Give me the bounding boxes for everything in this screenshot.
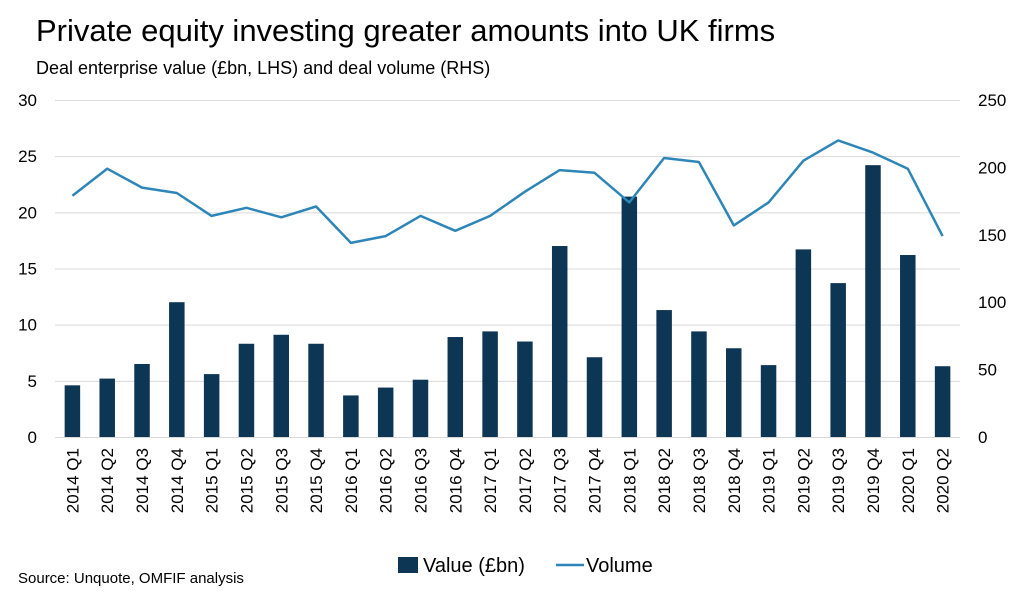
value-bar [308,343,324,437]
value-bar [760,365,777,437]
x-axis: 2014 Q1 2014 Q2 2014 Q3 2014 Q4 2015 Q1 2015 … [63,448,952,513]
value-bar [447,337,464,437]
x-tick-label: 2015 Q3 [272,448,291,513]
x-tick-label: 2017 Q1 [481,448,500,513]
x-tick-label: 2017 Q3 [551,448,570,513]
x-tick-label: 2019 Q2 [794,448,813,513]
x-tick-label: 2018 Q4 [725,448,744,513]
right-tick-label: 100 [978,293,1006,312]
x-tick-label: 2016 Q3 [411,448,430,513]
value-bar [934,366,951,437]
value-bar [482,331,498,437]
legend-label-value: Value (£bn) [423,555,525,577]
value-bar [621,196,638,437]
value-bar [830,283,846,437]
legend-label-volume: Volume [586,555,653,577]
right-tick-label: 0 [978,428,987,447]
x-tick-label: 2015 Q4 [307,448,326,513]
left-tick-label: 15 [18,260,37,279]
value-bar [865,165,881,438]
value-bar [99,378,115,437]
value-bars [64,165,951,438]
value-bar [64,385,81,437]
x-tick-label: 2018 Q1 [620,448,639,513]
right-tick-label: 50 [978,361,997,380]
value-bar [726,348,742,437]
right-tick-label: 250 [978,91,1006,110]
value-bar [238,343,255,437]
gridlines [55,100,960,382]
x-tick-label: 2018 Q3 [690,448,709,513]
x-tick-label: 2017 Q4 [586,448,605,513]
x-tick-label: 2016 Q4 [446,448,465,513]
right-tick-label: 150 [978,226,1006,245]
legend-swatch-value [398,557,418,573]
value-bar [343,395,359,437]
left-tick-label: 30 [18,91,37,110]
left-tick-label: 10 [18,316,37,335]
left-axis: 0 5 10 15 20 25 30 [18,91,37,447]
x-tick-label: 2017 Q2 [516,448,535,513]
right-tick-label: 200 [978,158,1006,177]
x-tick-label: 2016 Q1 [342,448,361,513]
x-tick-label: 2019 Q3 [829,448,848,513]
volume-line [71,139,944,245]
value-bar [134,363,150,437]
value-bar [169,302,185,437]
value-bar [900,255,916,437]
value-bar [412,379,429,437]
value-bar [656,310,672,437]
x-tick-label: 2015 Q1 [203,448,222,513]
value-bar [377,387,394,437]
x-tick-label: 2016 Q2 [377,448,396,513]
chart-source: Source: Unquote, OMFIF analysis [18,570,244,587]
x-tick-label: 2015 Q2 [237,448,256,513]
left-tick-label: 0 [28,428,37,447]
x-tick-label: 2020 Q1 [899,448,918,513]
value-bar [586,357,603,437]
x-tick-label: 2014 Q1 [63,448,82,513]
x-tick-label: 2019 Q4 [864,448,883,513]
chart-subtitle: Deal enterprise value (£bn, LHS) and dea… [36,58,491,78]
left-tick-label: 25 [18,147,37,166]
volume-line-group [71,139,944,245]
left-tick-label: 5 [28,372,37,391]
x-tick-label: 2020 Q2 [934,448,953,513]
x-tick-label: 2019 Q1 [760,448,779,513]
value-bar [203,374,220,437]
value-bar [273,334,289,437]
x-tick-label: 2014 Q2 [98,448,117,513]
legend: Value (£bn) Volume [398,555,653,577]
value-bar [551,246,568,437]
x-tick-label: 2014 Q4 [168,448,187,513]
value-bar [517,341,533,437]
value-bar [795,249,812,437]
chart-title: Private equity investing greater amounts… [36,13,776,48]
value-bar [691,331,707,437]
right-axis: 0 50 100 150 200 250 [978,91,1006,447]
left-tick-label: 20 [18,203,37,222]
x-tick-label: 2014 Q3 [133,448,152,513]
x-tick-label: 2018 Q2 [655,448,674,513]
